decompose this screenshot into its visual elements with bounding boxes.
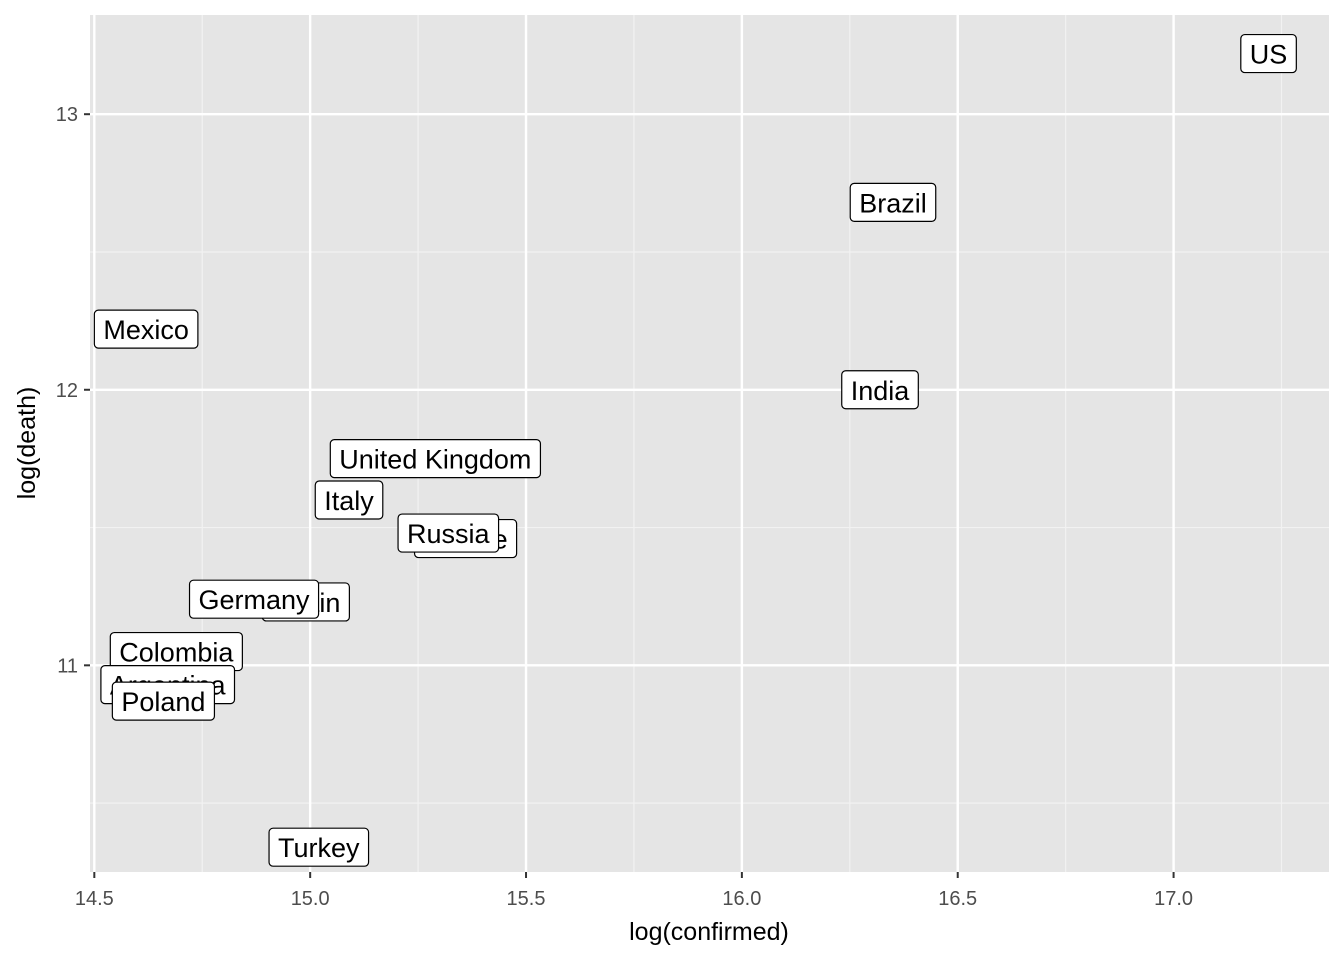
point-label: US — [1240, 33, 1297, 74]
point-label: Colombia — [109, 631, 243, 672]
x-tick-label: 16.0 — [722, 888, 761, 910]
point-label: Mexico — [93, 309, 199, 349]
y-axis: 11 12 13 — [56, 104, 90, 677]
x-axis: 14.5 15.0 15.5 16.0 16.5 17.0 — [75, 872, 1193, 910]
point-label: India — [841, 370, 919, 410]
point-label: Brazil — [849, 182, 937, 222]
x-tick-label: 15.0 — [291, 888, 330, 910]
point-label-text: Italy — [324, 486, 374, 516]
point-label-box — [849, 182, 937, 222]
point-label: Italy — [314, 480, 384, 520]
point-label-text: Turkey — [278, 833, 360, 863]
point-label-text: Poland — [121, 687, 205, 717]
point-label-text: United Kingdom — [339, 445, 531, 475]
point-label-text: Russia — [407, 519, 491, 549]
x-tick-label: 14.5 — [75, 888, 114, 910]
x-axis-title: log(confirmed) — [629, 918, 789, 946]
point-label-box — [111, 681, 216, 721]
point-label-box — [268, 827, 370, 867]
y-axis-title: log(death) — [13, 387, 41, 500]
y-tick-label: 13 — [56, 104, 78, 126]
point-label: Poland — [111, 681, 216, 721]
point-label-box — [188, 579, 320, 619]
point-label-box — [397, 513, 500, 553]
point-label-text: India — [851, 376, 911, 406]
point-label-text: Colombia — [119, 638, 234, 668]
y-tick-label: 11 — [57, 655, 78, 677]
x-tick-label: 17.0 — [1154, 888, 1193, 910]
point-label-text: Mexico — [103, 315, 189, 345]
point-label-box — [329, 439, 542, 479]
point-label-box — [314, 480, 384, 520]
grid-minor — [90, 15, 1329, 872]
grid-major — [90, 15, 1329, 872]
point-label: Germany — [188, 579, 320, 619]
point-label-box — [841, 370, 919, 410]
point-label: Russia — [397, 513, 500, 553]
point-label-text: Brazil — [859, 188, 927, 218]
x-tick-label: 16.5 — [938, 888, 977, 910]
y-tick-label: 12 — [56, 380, 78, 402]
point-label-box — [93, 309, 199, 349]
x-tick-label: 15.5 — [507, 888, 546, 910]
point-label-text: Germany — [199, 585, 311, 615]
point-label: Turkey — [268, 827, 370, 867]
point-label: United Kingdom — [329, 439, 542, 479]
plot-panel — [90, 15, 1329, 872]
point-label-text: US — [1250, 40, 1288, 70]
point-label-box — [1240, 33, 1297, 74]
